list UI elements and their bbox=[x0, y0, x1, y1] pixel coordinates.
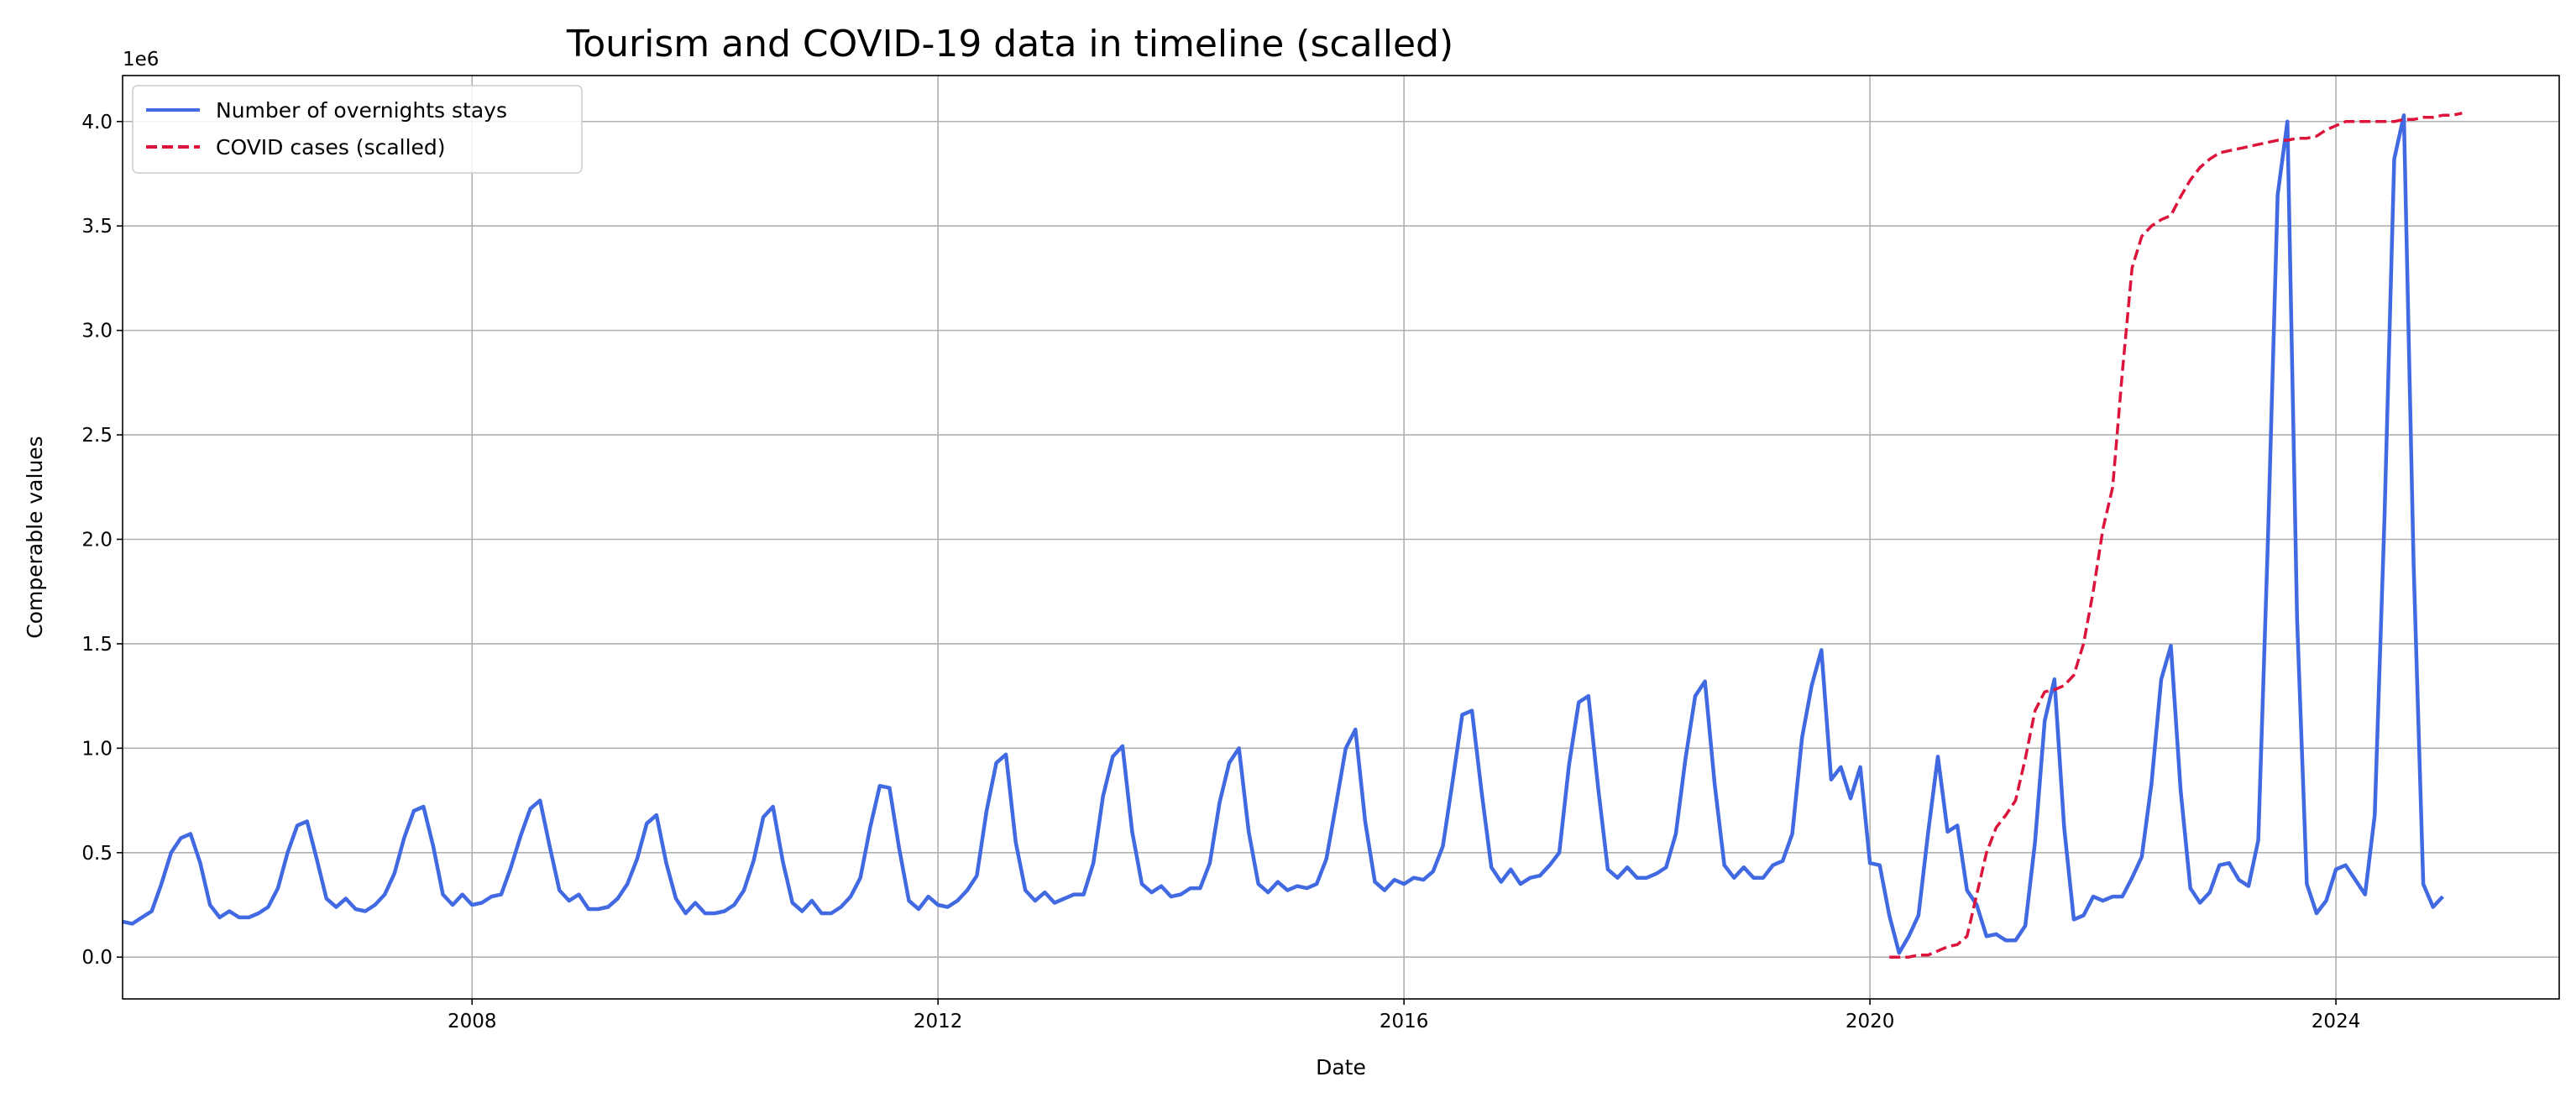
y-tick-label: 1.0 bbox=[81, 738, 113, 760]
legend: Number of overnights stays COVID cases (… bbox=[132, 85, 583, 174]
y-tick-label: 4.0 bbox=[81, 112, 113, 133]
y-tick-label: 0.0 bbox=[81, 947, 113, 969]
legend-label-overnight-stays: Number of overnights stays bbox=[216, 98, 507, 123]
plot-frame bbox=[122, 75, 2560, 1000]
legend-box bbox=[132, 85, 583, 174]
axis-ticks: 0.0 0.5 1.0 1.5 2.0 2.5 3.0 3.5 4.0 2008 2012 2016 2… bbox=[81, 112, 2360, 1032]
x-axis-label: Date bbox=[1316, 1055, 1366, 1079]
y-tick-label: 1.5 bbox=[81, 634, 113, 656]
x-tick-label: 2008 bbox=[448, 1011, 497, 1032]
legend-label-covid-cases: COVID cases (scalled) bbox=[216, 135, 446, 159]
y-tick-label: 2.5 bbox=[81, 425, 113, 447]
chart-title: Tourism and COVID-19 data in timeline (s… bbox=[566, 23, 1453, 65]
y-tick-label: 2.0 bbox=[81, 529, 113, 551]
x-tick-label: 2020 bbox=[1846, 1011, 1895, 1032]
y-tick-label: 3.0 bbox=[81, 321, 113, 342]
series-line-covid-cases bbox=[1889, 112, 2463, 959]
series-line-overnight-stays bbox=[122, 113, 2444, 955]
x-tick-label: 2012 bbox=[914, 1011, 963, 1032]
x-tick-label: 2024 bbox=[2312, 1011, 2361, 1032]
x-tick-label: 2016 bbox=[1380, 1011, 1429, 1032]
y-axis-label: Comperable values bbox=[23, 436, 47, 638]
series-layer bbox=[122, 112, 2463, 959]
y-tick-label: 3.5 bbox=[81, 216, 113, 238]
y-offset-text: 1e6 bbox=[123, 49, 159, 71]
y-tick-label: 0.5 bbox=[81, 843, 113, 865]
